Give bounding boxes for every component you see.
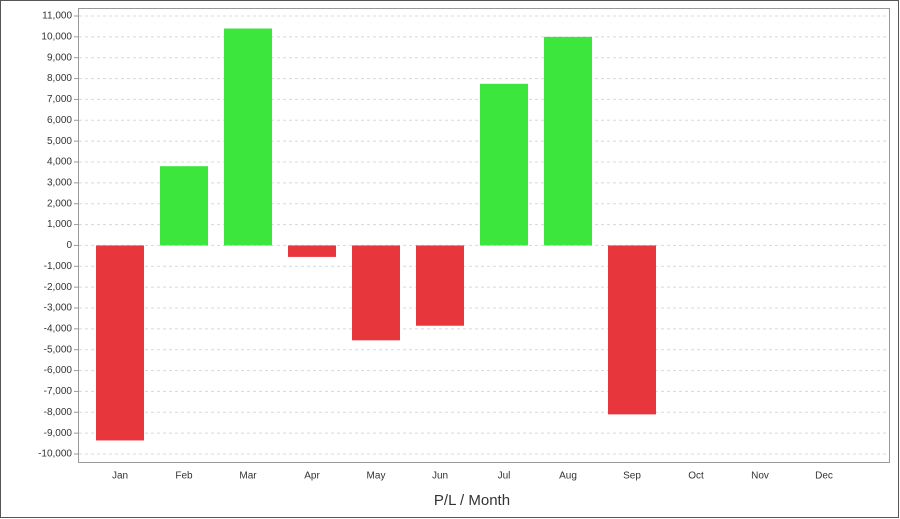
y-tick-label: -9,000 [44, 428, 73, 439]
y-tick-label: -5,000 [44, 344, 73, 355]
y-tick-label: 9,000 [47, 52, 72, 63]
bar [416, 245, 464, 326]
y-tick-label: -4,000 [44, 323, 73, 334]
bar [288, 245, 336, 257]
x-tick-label: Mar [239, 471, 257, 482]
x-tick-label: Sep [623, 471, 641, 482]
bar [608, 245, 656, 415]
x-tick-label: Aug [559, 471, 577, 482]
bar [224, 28, 272, 246]
x-tick-label: Nov [751, 471, 769, 482]
x-tick-label: Dec [815, 471, 833, 482]
y-tick-label: 11,000 [42, 11, 72, 22]
y-tick-label: 10,000 [41, 31, 72, 42]
x-tick-label: Feb [175, 471, 193, 482]
x-tick-label: Jul [498, 471, 511, 482]
y-tick-label: 3,000 [47, 177, 72, 188]
y-tick-label: 5,000 [47, 136, 72, 147]
y-tick-label: 2,000 [47, 198, 72, 209]
y-tick-label: 0 [66, 240, 72, 251]
x-axis-label: P/L / Month [434, 492, 510, 509]
y-tick-label: -7,000 [44, 386, 73, 397]
y-tick-label: 7,000 [47, 94, 72, 105]
x-tick-label: Oct [688, 471, 704, 482]
y-tick-label: 1,000 [47, 219, 72, 230]
bar [480, 83, 528, 246]
y-tick-label: 8,000 [47, 73, 72, 84]
y-tick-label: -6,000 [44, 365, 73, 376]
x-tick-label: May [367, 471, 386, 482]
y-tick-label: 6,000 [47, 115, 72, 126]
y-tick-label: -1,000 [44, 261, 73, 272]
bar [544, 36, 592, 246]
y-tick-label: -2,000 [44, 282, 73, 293]
y-tick-label: -3,000 [44, 303, 73, 314]
x-tick-label: Apr [304, 471, 320, 482]
bar [352, 245, 400, 341]
x-tick-label: Jan [112, 471, 128, 482]
y-tick-label: 4,000 [47, 157, 72, 168]
y-tick-label: -8,000 [44, 407, 73, 418]
bar [96, 245, 144, 441]
y-tick-label: -10,000 [38, 449, 72, 460]
x-tick-label: Jun [432, 471, 448, 482]
bar [160, 166, 208, 246]
